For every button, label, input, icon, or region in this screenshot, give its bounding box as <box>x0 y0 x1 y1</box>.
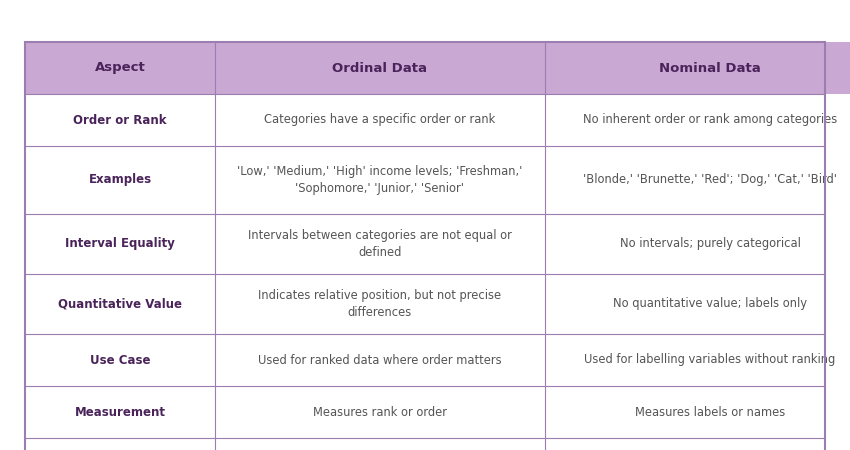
Bar <box>215 214 545 274</box>
Bar <box>545 42 850 94</box>
Bar <box>25 146 215 214</box>
Bar <box>25 214 215 274</box>
Bar <box>215 42 545 94</box>
Bar <box>215 146 545 214</box>
Text: Quantitative Value: Quantitative Value <box>58 297 182 310</box>
Text: Examples: Examples <box>88 174 151 186</box>
Text: 'Low,' 'Medium,' 'High' income levels; 'Freshman,'
'Sophomore,' 'Junior,' 'Senio: 'Low,' 'Medium,' 'High' income levels; '… <box>237 165 523 195</box>
Text: Aspect: Aspect <box>94 62 145 75</box>
Text: Nominal Data: Nominal Data <box>659 62 761 75</box>
Text: Used for ranked data where order matters: Used for ranked data where order matters <box>258 354 501 366</box>
Bar <box>25 386 215 438</box>
Bar <box>25 438 215 450</box>
Bar <box>25 274 215 334</box>
Bar <box>25 334 215 386</box>
Text: Measurement: Measurement <box>75 405 166 418</box>
Bar <box>545 334 850 386</box>
Text: No inherent order or rank among categories: No inherent order or rank among categori… <box>583 113 837 126</box>
Bar <box>545 386 850 438</box>
Bar <box>545 438 850 450</box>
Text: Use Case: Use Case <box>90 354 150 366</box>
Text: No intervals; purely categorical: No intervals; purely categorical <box>620 238 801 251</box>
Text: 'Blonde,' 'Brunette,' 'Red'; 'Dog,' 'Cat,' 'Bird': 'Blonde,' 'Brunette,' 'Red'; 'Dog,' 'Cat… <box>583 174 837 186</box>
Bar <box>215 274 545 334</box>
Bar <box>545 214 850 274</box>
Bar <box>25 42 215 94</box>
Text: Order or Rank: Order or Rank <box>73 113 167 126</box>
Bar <box>215 386 545 438</box>
Text: Indicates relative position, but not precise
differences: Indicates relative position, but not pre… <box>258 289 501 319</box>
Bar <box>25 94 215 146</box>
Bar <box>215 334 545 386</box>
Text: Used for labelling variables without ranking: Used for labelling variables without ran… <box>584 354 836 366</box>
Bar <box>215 438 545 450</box>
Text: Ordinal Data: Ordinal Data <box>332 62 428 75</box>
Bar <box>545 94 850 146</box>
Bar <box>545 146 850 214</box>
Text: Interval Equality: Interval Equality <box>65 238 175 251</box>
Bar <box>545 274 850 334</box>
Bar <box>215 94 545 146</box>
Text: Measures labels or names: Measures labels or names <box>635 405 785 418</box>
Text: No quantitative value; labels only: No quantitative value; labels only <box>613 297 807 310</box>
Text: Measures rank or order: Measures rank or order <box>313 405 447 418</box>
Text: Intervals between categories are not equal or
defined: Intervals between categories are not equ… <box>248 229 512 259</box>
Text: Categories have a specific order or rank: Categories have a specific order or rank <box>264 113 496 126</box>
